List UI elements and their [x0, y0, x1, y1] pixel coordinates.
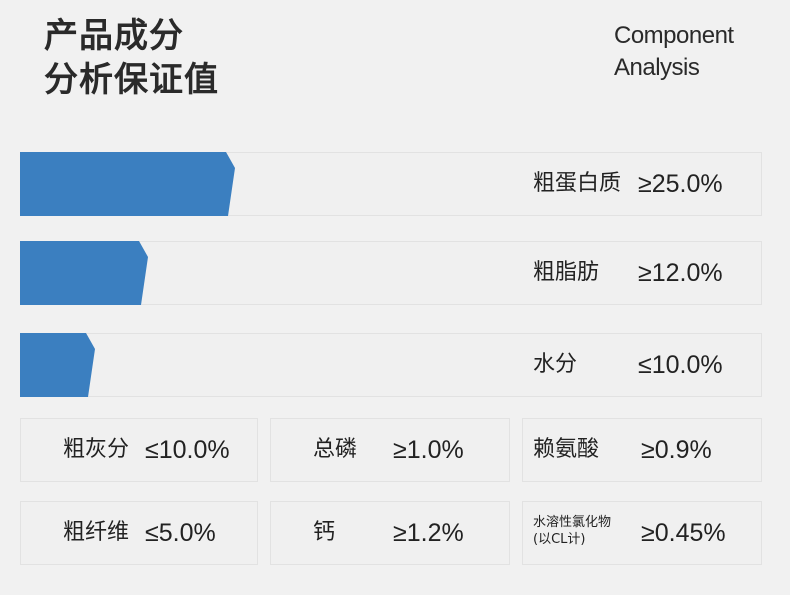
bar-value-protein: ≥25.0%	[638, 170, 723, 198]
cell-label-calcium: 钙	[313, 520, 336, 545]
page-title: 产品成分 分析保证值	[44, 14, 219, 102]
cell-label-chloride-line-2: (以CL计)	[533, 532, 586, 547]
bar-row-fat: 粗脂肪 ≥12.0%	[20, 241, 762, 305]
cell-value-chloride: ≥0.45%	[641, 519, 726, 547]
bar-shape-fat	[20, 241, 148, 305]
bar-row-protein: 粗蛋白质 ≥25.0%	[20, 152, 762, 216]
bar-value-fat: ≥12.0%	[638, 259, 723, 287]
cell-calcium: 钙 ≥1.2%	[270, 501, 510, 565]
bar-fill-protein	[20, 152, 235, 216]
cell-value-lysine: ≥0.9%	[641, 436, 712, 464]
bar-label-moisture: 水分	[533, 352, 578, 377]
cell-chloride: 水溶性氯化物 (以CL计) ≥0.45%	[522, 501, 762, 565]
subtitle-line-1: Component	[614, 22, 734, 49]
bar-row-moisture: 水分 ≤10.0%	[20, 333, 762, 397]
cell-label-chloride-line-1: 水溶性氯化物	[533, 515, 612, 530]
cell-ash: 粗灰分 ≤10.0%	[20, 418, 258, 482]
bar-value-moisture: ≤10.0%	[638, 351, 723, 379]
bar-fill-moisture	[20, 333, 95, 397]
page-subtitle: Component Analysis	[614, 20, 734, 84]
subtitle-line-2: Analysis	[614, 54, 700, 81]
cell-label-fiber: 粗纤维	[63, 520, 130, 545]
bar-shape-moisture	[20, 333, 95, 397]
cell-value-phosphorus: ≥1.0%	[393, 436, 464, 464]
cell-lysine: 赖氨酸 ≥0.9%	[522, 418, 762, 482]
cell-label-lysine: 赖氨酸	[533, 437, 600, 462]
cell-value-calcium: ≥1.2%	[393, 519, 464, 547]
bar-label-fat: 粗脂肪	[533, 260, 600, 285]
cell-label-phosphorus: 总磷	[313, 437, 358, 462]
title-line-1: 产品成分	[44, 16, 184, 56]
bar-shape-protein	[20, 152, 235, 216]
cell-label-ash: 粗灰分	[63, 437, 130, 462]
bar-fill-fat	[20, 241, 148, 305]
cell-label-chloride: 水溶性氯化物 (以CL计)	[533, 514, 611, 548]
cell-phosphorus: 总磷 ≥1.0%	[270, 418, 510, 482]
bar-label-protein: 粗蛋白质	[533, 171, 622, 196]
cell-fiber: 粗纤维 ≤5.0%	[20, 501, 258, 565]
cell-value-ash: ≤10.0%	[145, 436, 230, 464]
title-line-2: 分析保证值	[44, 60, 219, 100]
cell-value-fiber: ≤5.0%	[145, 519, 216, 547]
